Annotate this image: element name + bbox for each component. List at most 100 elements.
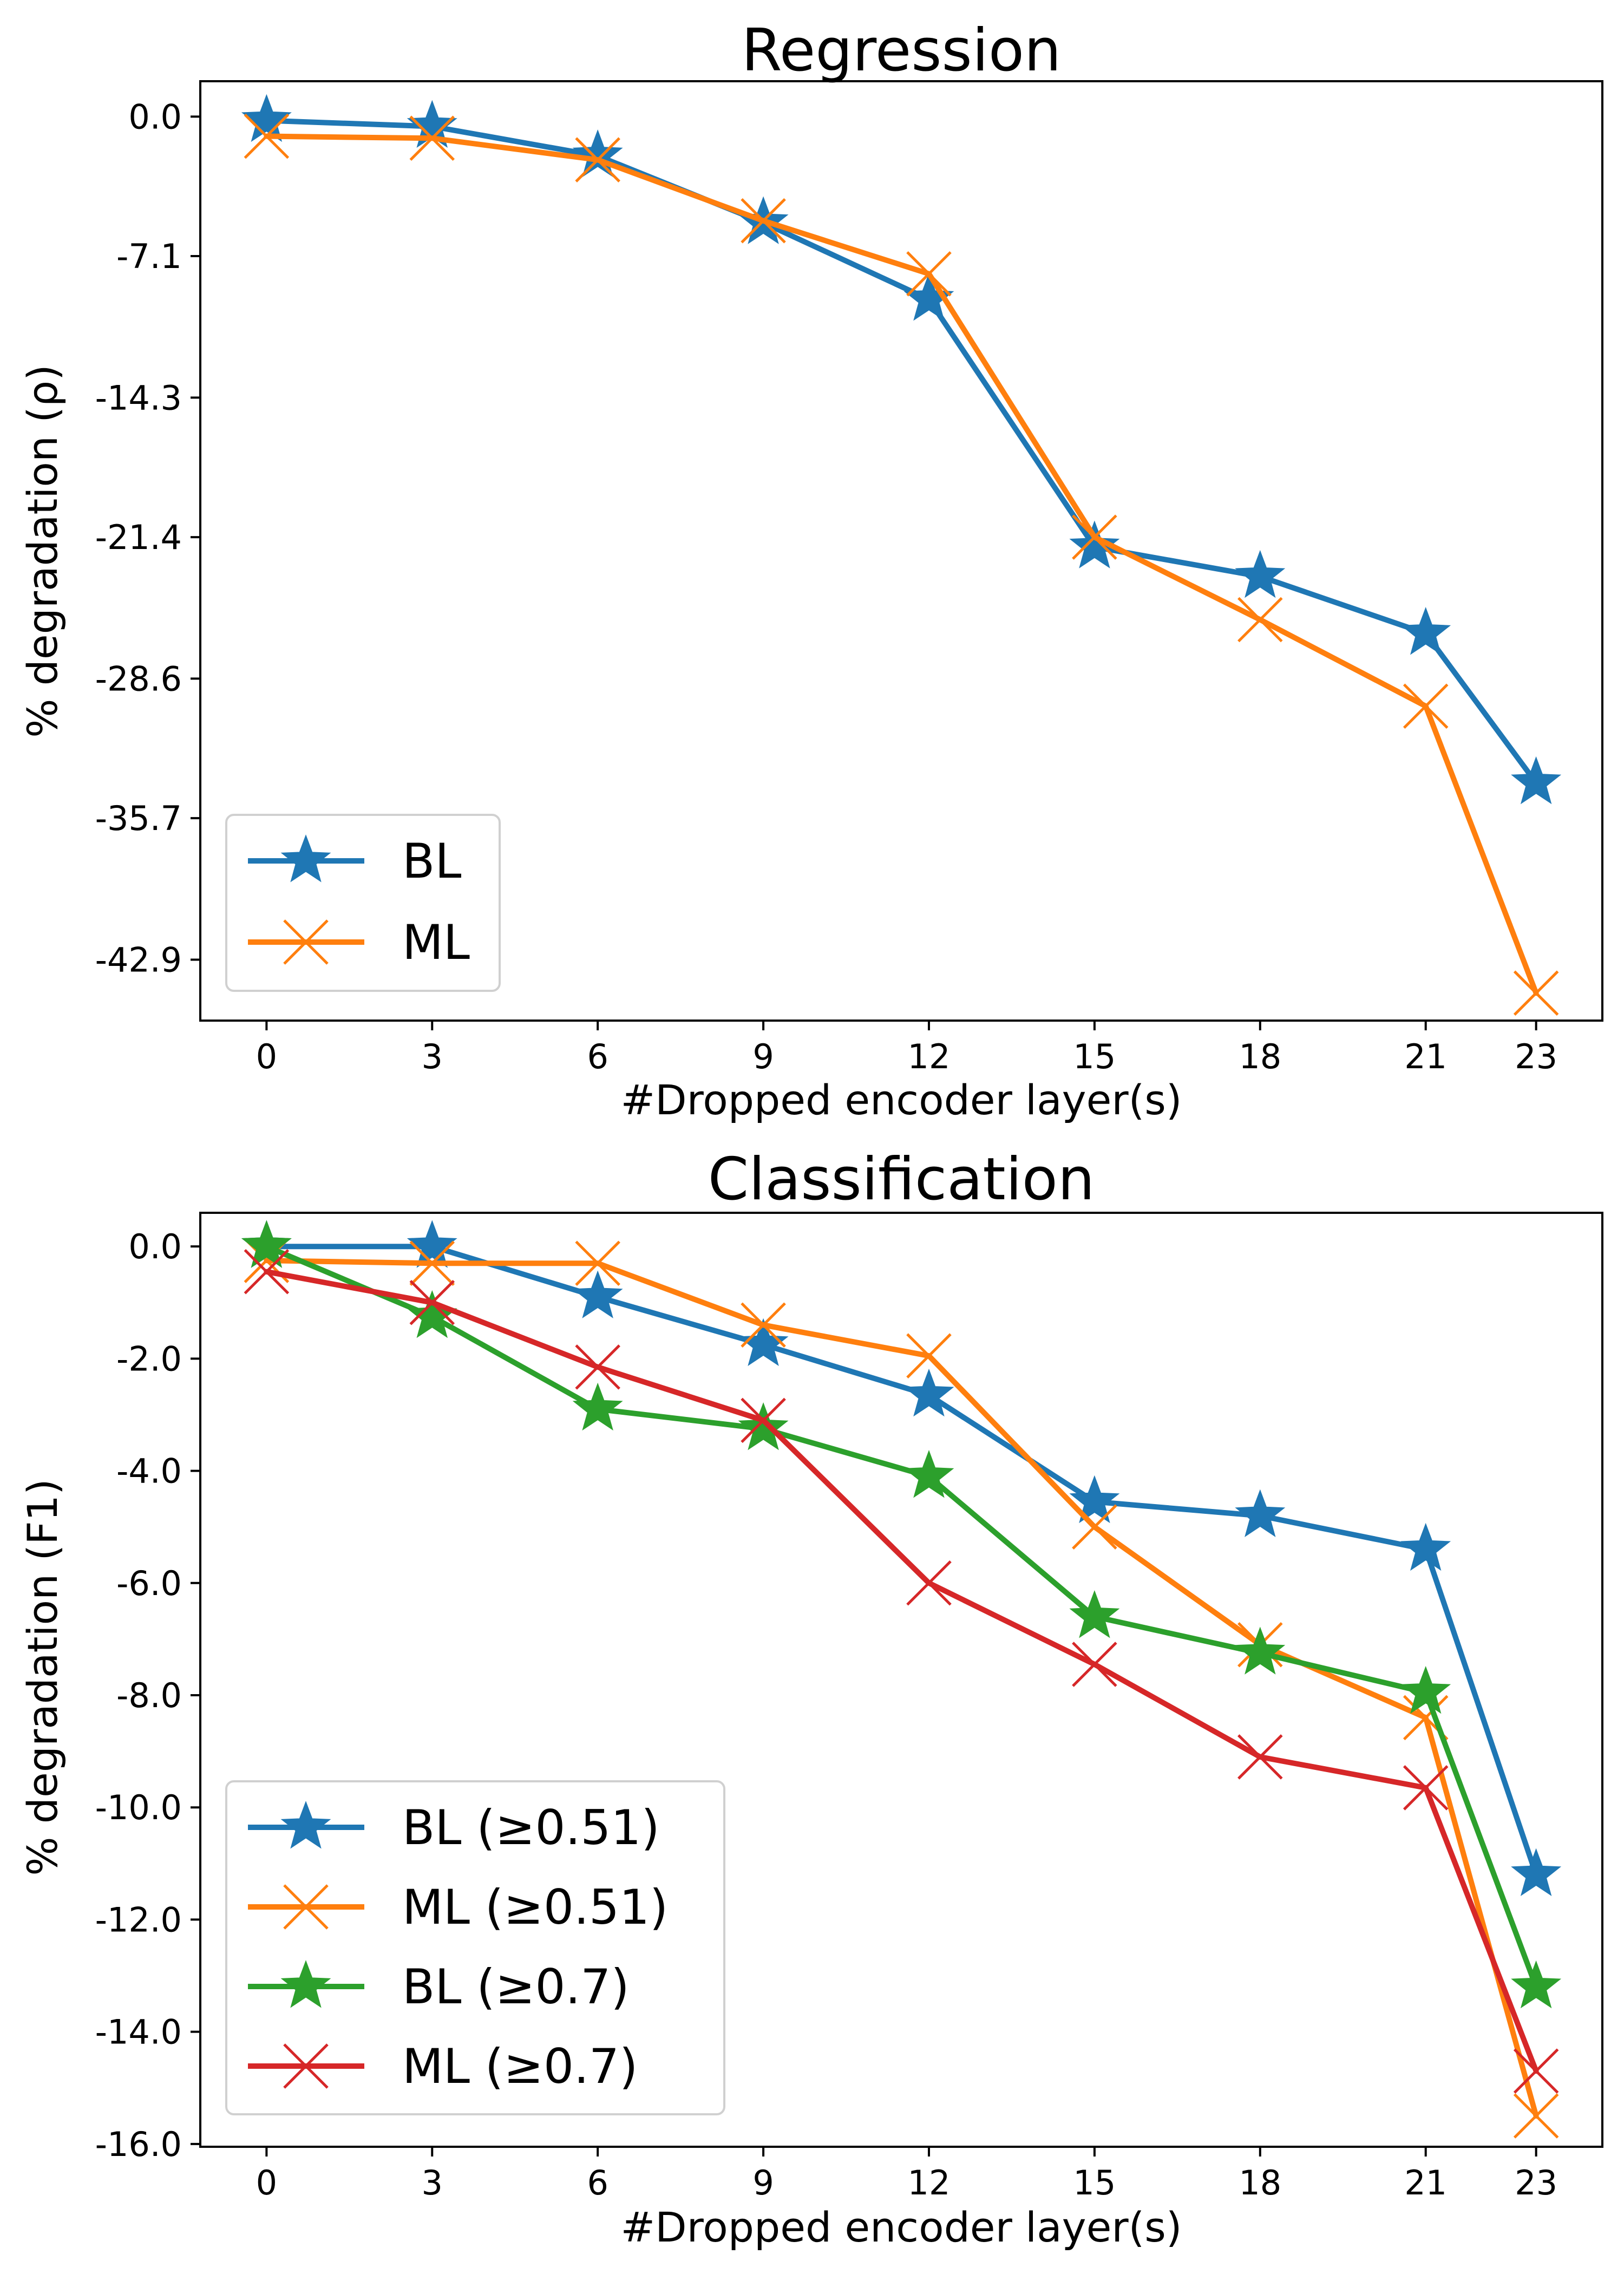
regression-legend-label-ml: ML [402,914,470,970]
classification-data-point-ml-0-7 [244,1249,290,1295]
classification-y-tick-labels: 0.0 -2.0 -4.0 -6.0 -8.0 -10.0 -12.0 -14.0 -16.0 [95,1227,182,2164]
classification-data-point-bl-0-7 [1235,1626,1286,1675]
classification-y-axis-label: % degradation (F1) [18,1479,67,1876]
classification-legend-label-ml-0-51: ML (≥0.51) [402,1879,668,1935]
classification-legend-item-bl-0-51: BL (≥0.51) [248,1800,660,1855]
classification-data-point-ml-0-51 [1513,2093,1559,2139]
classification-y-tick-label: 0.0 [128,1227,182,1266]
classification-legend-item-bl-0-7: BL (≥0.7) [248,1959,630,2015]
classification-data-point-ml-0-7 [1403,1765,1449,1811]
regression-y-axis-label: % degradation (ρ) [18,364,67,738]
regression-x-tick-label: 15 [1073,1037,1116,1076]
classification-legend-marker-bl-0-51 [280,1801,331,1849]
classification-y-tick-label: -2.0 [116,1339,182,1378]
classification-x-tick-label: 18 [1239,2163,1281,2203]
regression-data-point-ml [1072,514,1117,560]
regression-data-point-bl [1069,520,1120,568]
regression-panel: Regression % degradation (ρ) #Dropped en… [18,17,1603,1124]
classification-y-tick-label: -6.0 [116,1564,182,1603]
regression-x-tick-label: 9 [752,1037,774,1076]
classification-data-point-bl-0-51 [1400,1522,1451,1571]
classification-data-point-ml-0-51 [575,1240,620,1286]
regression-x-tick-label: 21 [1404,1037,1447,1076]
classification-legend: BL (≥0.51) ML (≥0.51) BL (≥0.7) ML (≥0.7) [225,1780,725,2115]
regression-x-tick-labels: 0 3 6 9 12 15 18 21 23 [256,1037,1557,1076]
regression-x-axis-label: #Dropped encoder layer(s) [620,1076,1182,1124]
regression-title: Regression [742,17,1062,84]
classification-data-point-ml-0-7 [741,1397,786,1443]
classification-y-tick-label: -14.0 [95,2012,182,2052]
classification-x-tick-label: 3 [422,2163,443,2203]
regression-x-tick-label: 18 [1239,1037,1281,1076]
classification-y-tick-label: -8.0 [116,1676,182,1715]
regression-legend-label-bl: BL [402,833,461,889]
classification-series-ml-0-7 [244,1249,1559,2094]
classification-data-point-ml-0-7 [575,1344,620,1390]
classification-data-point-ml-0-7 [1513,2048,1559,2094]
classification-legend-marker-ml-0-51 [283,1884,329,1930]
classification-data-point-ml-0-51 [409,1240,455,1286]
classification-data-point-bl-0-51 [407,1220,457,1268]
regression-x-tick-label: 0 [256,1037,277,1076]
classification-x-tick-label: 9 [752,2163,774,2203]
classification-data-point-bl-0-7 [1400,1665,1451,1714]
classification-legend-frame [225,1780,725,2115]
classification-data-point-bl-0-7 [241,1220,292,1268]
regression-legend-item-bl: BL [248,833,461,889]
classification-data-point-bl-0-51 [1511,1848,1562,1897]
classification-data-point-bl-0-51 [572,1270,623,1318]
classification-data-point-ml-0-51 [906,1333,952,1378]
regression-data-point-bl [1511,756,1562,805]
classification-x-tick-label: 0 [256,2163,277,2203]
classification-legend-label-ml-0-7: ML (≥0.7) [402,2038,638,2094]
classification-data-point-ml-0-7 [1072,1642,1117,1687]
regression-y-tick-label: 0.0 [128,97,182,136]
regression-legend-marker-bl [280,834,331,883]
classification-data-point-ml-0-51 [741,1302,786,1348]
regression-series-bl [241,94,1562,805]
regression-y-tick-label: -28.6 [95,659,182,698]
regression-axes-frame [199,80,1603,1022]
regression-data-point-ml [741,198,786,244]
classification-series [241,1220,1562,2139]
regression-ticks [191,115,1537,1030]
classification-ticks [191,1245,1537,2157]
classification-x-tick-label: 15 [1073,2163,1116,2203]
regression-series-line-bl [264,117,1539,786]
classification-y-tick-label: -16.0 [95,2125,182,2164]
regression-data-point-ml [409,115,455,161]
classification-legend-item-ml-0-51: ML (≥0.51) [248,1879,668,1935]
regression-data-point-ml [1403,683,1449,729]
regression-data-point-ml [1513,970,1559,1016]
classification-axes-frame [199,1212,1603,2148]
classification-y-tick-label: -10.0 [95,1788,182,1827]
classification-data-point-ml-0-7 [1237,1734,1283,1780]
classification-title: Classification [708,1146,1095,1213]
classification-x-tick-label: 12 [908,2163,951,2203]
classification-data-point-bl-0-51 [1235,1489,1286,1538]
classification-legend-item-ml-0-7: ML (≥0.7) [248,2038,638,2094]
classification-data-point-bl-0-7 [903,1450,954,1498]
classification-data-point-ml-0-51 [1072,1504,1117,1550]
regression-y-tick-label: -7.1 [116,237,182,276]
regression-x-tick-label: 12 [908,1037,951,1076]
classification-panel: Classification % degradation (F1) #Dropp… [18,1146,1603,2251]
regression-data-point-bl [1400,607,1451,655]
classification-data-point-bl-0-51 [903,1368,954,1417]
regression-data-point-bl [241,94,292,142]
regression-y-tick-label: -42.9 [95,940,182,979]
regression-data-point-ml [1237,597,1283,643]
classification-data-point-bl-0-51 [1069,1475,1120,1524]
classification-data-point-bl-0-51 [738,1318,789,1367]
regression-series-ml [244,113,1559,1016]
classification-legend-marker-bl-0-7 [280,1960,331,2008]
classification-data-point-bl-0-7 [1511,1960,1562,2009]
classification-data-point-bl-0-7 [572,1382,623,1431]
classification-series-ml-0-51 [244,1238,1559,2139]
regression-data-point-ml [244,113,290,159]
classification-data-point-bl-0-7 [738,1402,789,1450]
regression-x-tick-label: 3 [422,1037,443,1076]
classification-legend-label-bl-0-51: BL (≥0.51) [402,1800,660,1855]
classification-legend-marker-ml-0-7 [283,2043,329,2089]
